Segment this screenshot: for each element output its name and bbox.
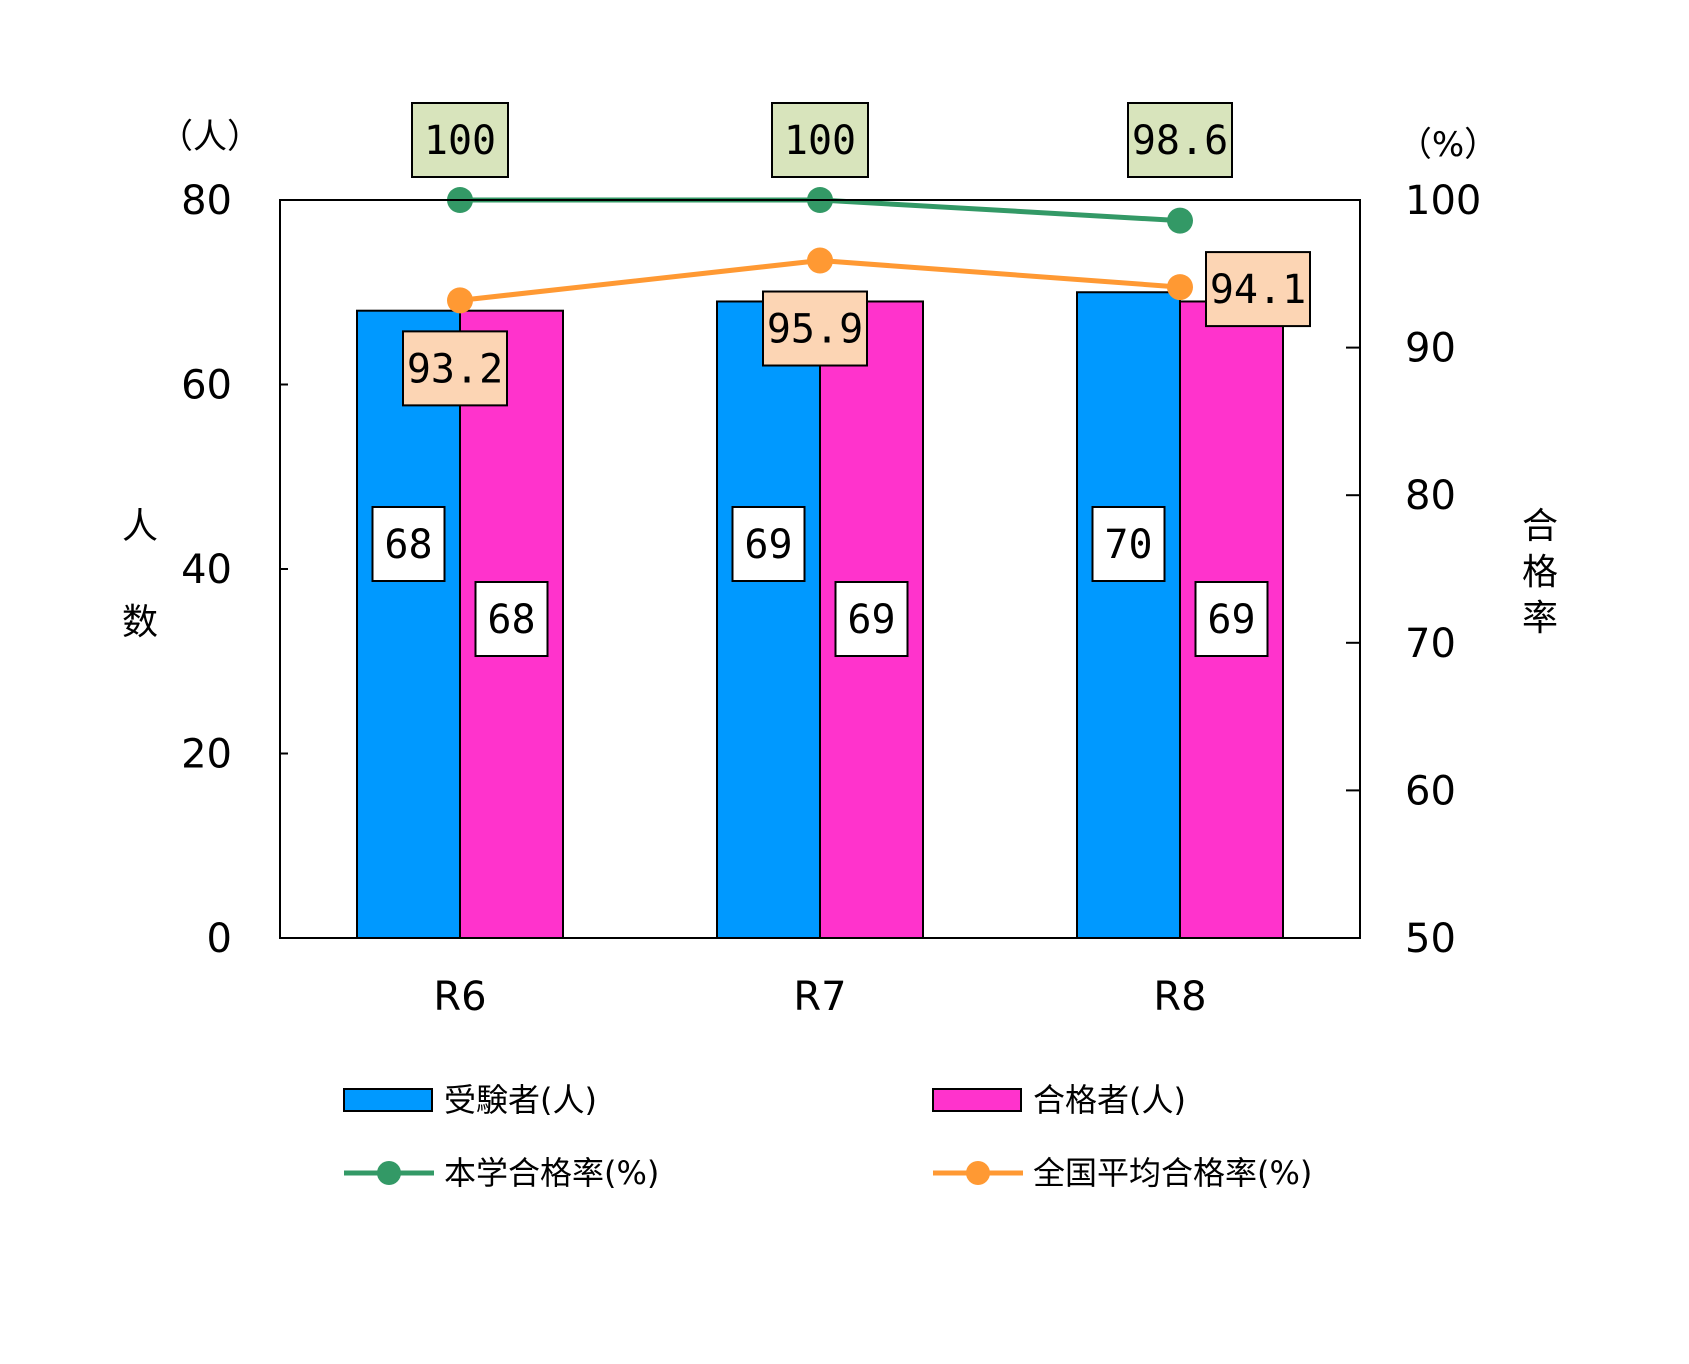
legend-label-national-rate: 全国平均合格率(%): [1033, 1154, 1312, 1192]
right-axis-title-char-1: 合: [1522, 506, 1558, 547]
bar-value-label-box: [371, 506, 446, 582]
right-tick-label: 60: [1405, 768, 1456, 814]
line-point-national-rate: [807, 247, 833, 274]
right-tick-label: 90: [1405, 326, 1456, 372]
line-value-label: 94.1: [1205, 251, 1311, 328]
line-value-label-text: 95.9: [767, 307, 863, 353]
legend: 受験者(人) 合格者(人) 本学合格率(%) 全国平均合格率(%): [343, 1081, 1312, 1192]
bar-value-label-text: 69: [744, 522, 792, 568]
line-value-label-box: [402, 330, 508, 407]
bar-examinees-R8: [1076, 291, 1181, 939]
right-axis-title-char-2: 格: [1522, 552, 1558, 593]
legend-swatch-passers: [932, 1088, 1022, 1112]
right-axis-title-char-3: 率: [1522, 598, 1558, 639]
line-value-label-text: 94.1: [1210, 267, 1306, 313]
bar-value-label-text: 68: [384, 522, 432, 568]
legend-marker-national-rate: [966, 1161, 990, 1185]
line-value-label-box: [762, 290, 868, 367]
line-point-school-rate: [1167, 207, 1193, 234]
left-axis-title-char-2: 数: [122, 602, 158, 643]
bar-value-label-text: 68: [487, 597, 535, 643]
legend-swatch-examinees: [343, 1088, 433, 1112]
line-value-label-text: 98.6: [1132, 118, 1228, 164]
left-tick-label: 60: [181, 363, 232, 409]
bar-value-label-box: [474, 581, 549, 657]
line-point-national-rate: [447, 287, 473, 314]
line-value-label-box: [411, 102, 509, 178]
bar-value-label-box: [1091, 506, 1166, 582]
category-label-R8: R8: [1153, 974, 1206, 1020]
data-label-layer: 68 69 70 68 69 69 100 100 98.6 93.2 95.9 94.1: [371, 102, 1311, 657]
line-value-label: 95.9: [762, 290, 868, 367]
right-tick-label: 50: [1405, 916, 1456, 962]
bar-examinees-R7: [716, 300, 821, 940]
category-label-R7: R7: [793, 974, 846, 1020]
bar-value-label-text: 70: [1104, 522, 1152, 568]
left-tick-label: 40: [181, 547, 232, 593]
bar-value-label-box: [731, 506, 806, 582]
bar-value-label-text: 69: [847, 597, 895, 643]
tick-layer: R6 R7 R8 0 20 40 60 80 50 60 70 80 90 100: [181, 178, 1481, 1020]
line-value-label-text: 93.2: [407, 346, 503, 392]
right-tick-label: 100: [1405, 178, 1481, 224]
bar-value-label-text: 69: [1207, 597, 1255, 643]
left-axis-unit: （人）: [159, 117, 261, 157]
bar-value-label: 69: [1194, 581, 1269, 657]
legend-marker-school-rate: [377, 1161, 401, 1185]
category-label-R6: R6: [433, 974, 486, 1020]
line-value-label: 100: [771, 102, 869, 178]
line-value-label: 93.2: [402, 330, 508, 407]
line-value-label-text: 100: [784, 118, 856, 164]
line-value-label: 98.6: [1127, 102, 1233, 178]
legend-label-school-rate: 本学合格率(%): [444, 1154, 659, 1192]
bar-value-label: 69: [834, 581, 909, 657]
bar-value-label: 68: [474, 581, 549, 657]
line-point-national-rate: [1167, 274, 1193, 301]
legend-label-passers: 合格者(人): [1033, 1081, 1186, 1119]
bar-value-label-box: [834, 581, 909, 657]
line-value-label-text: 100: [424, 118, 496, 164]
legend-label-examinees: 受験者(人): [444, 1081, 597, 1119]
left-tick-label: 80: [181, 178, 232, 224]
bar-examinees-R6: [356, 309, 461, 939]
line-value-label-box: [1205, 251, 1311, 328]
bar-value-label-box: [1194, 581, 1269, 657]
left-tick-label: 20: [181, 732, 232, 778]
right-axis-unit: （%）: [1398, 125, 1498, 165]
line-value-label: 100: [411, 102, 509, 178]
right-tick-label: 70: [1405, 621, 1456, 667]
line-value-label-box: [1127, 102, 1233, 178]
bar-value-label: 68: [371, 506, 446, 582]
bar-value-label: 69: [731, 506, 806, 582]
left-axis-title-char-1: 人: [122, 506, 158, 547]
right-tick-label: 80: [1405, 473, 1456, 519]
line-value-label-box: [771, 102, 869, 178]
left-tick-label: 0: [207, 916, 232, 962]
bar-value-label: 70: [1091, 506, 1166, 582]
